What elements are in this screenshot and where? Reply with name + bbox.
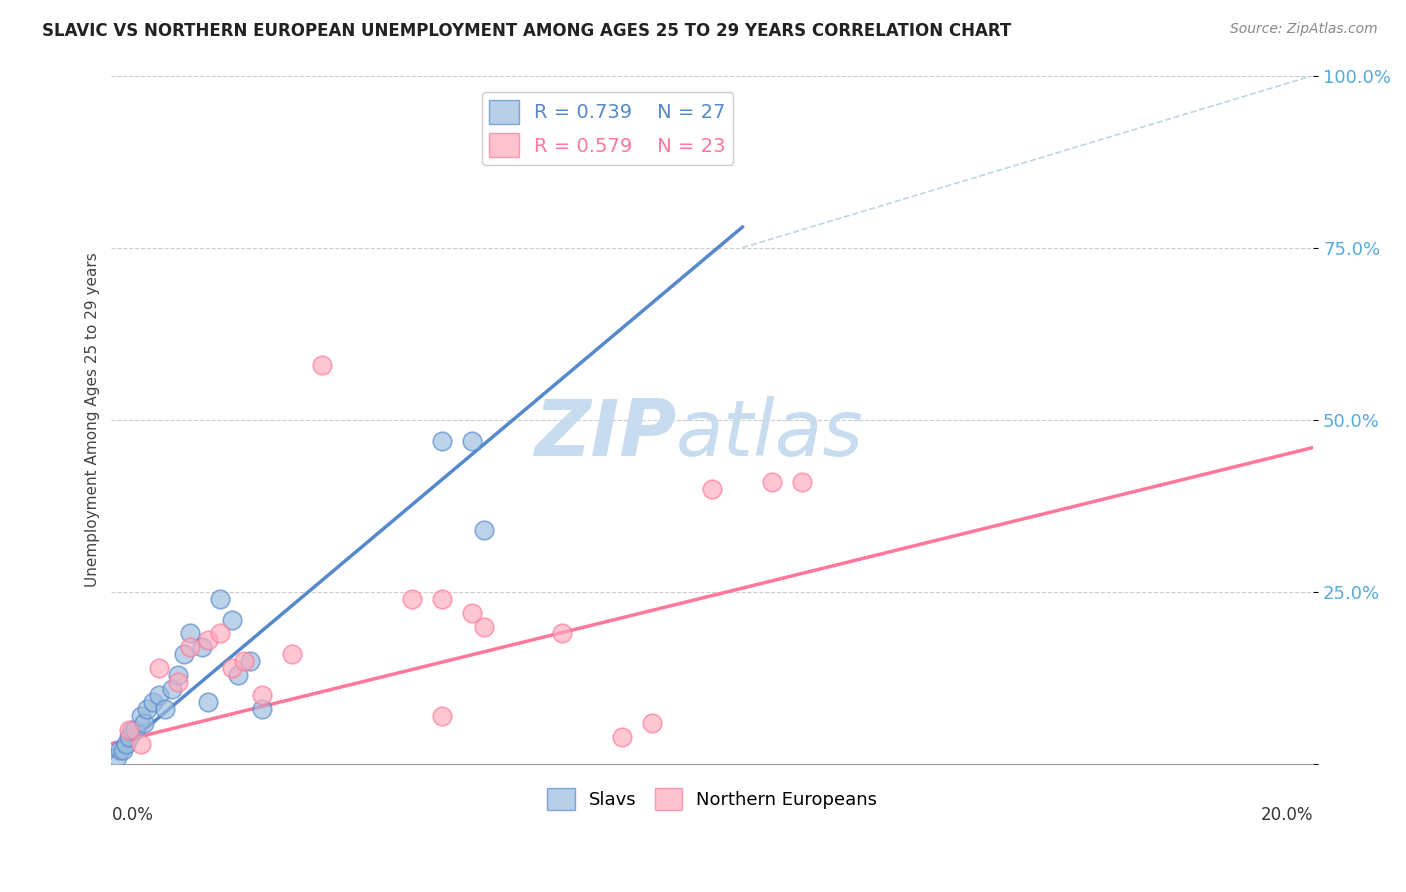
Point xyxy=(131,709,153,723)
Point xyxy=(430,591,453,606)
Point xyxy=(107,750,129,764)
Point xyxy=(226,667,249,681)
Point xyxy=(430,709,453,723)
Point xyxy=(197,633,219,648)
Point xyxy=(208,591,231,606)
Point xyxy=(148,661,170,675)
Point xyxy=(179,640,201,655)
Point xyxy=(121,723,143,737)
Text: 0.0%: 0.0% xyxy=(111,805,153,823)
Point xyxy=(134,715,156,730)
Point xyxy=(280,647,302,661)
Legend: Slavs, Northern Europeans: Slavs, Northern Europeans xyxy=(540,780,884,817)
Point xyxy=(166,667,188,681)
Point xyxy=(221,661,243,675)
Point xyxy=(136,702,159,716)
Point xyxy=(401,591,423,606)
Point xyxy=(232,654,254,668)
Text: atlas: atlas xyxy=(676,396,865,472)
Point xyxy=(179,626,201,640)
Point xyxy=(612,730,634,744)
Point xyxy=(124,723,146,737)
Point xyxy=(118,723,141,737)
Point xyxy=(221,613,243,627)
Text: ZIP: ZIP xyxy=(534,396,676,472)
Y-axis label: Unemployment Among Ages 25 to 29 years: Unemployment Among Ages 25 to 29 years xyxy=(86,252,100,587)
Point xyxy=(239,654,262,668)
Point xyxy=(112,743,135,757)
Point xyxy=(148,689,170,703)
Point xyxy=(472,619,495,633)
Point xyxy=(166,674,188,689)
Text: Source: ZipAtlas.com: Source: ZipAtlas.com xyxy=(1230,22,1378,37)
Point xyxy=(142,695,165,709)
Point xyxy=(173,647,195,661)
Point xyxy=(430,434,453,448)
Point xyxy=(197,695,219,709)
Point xyxy=(250,689,273,703)
Point xyxy=(118,730,141,744)
Point xyxy=(461,606,484,620)
Point xyxy=(551,626,574,640)
Text: 20.0%: 20.0% xyxy=(1261,805,1313,823)
Point xyxy=(190,640,212,655)
Point xyxy=(641,715,664,730)
Point xyxy=(115,737,138,751)
Point xyxy=(208,626,231,640)
Text: SLAVIC VS NORTHERN EUROPEAN UNEMPLOYMENT AMONG AGES 25 TO 29 YEARS CORRELATION C: SLAVIC VS NORTHERN EUROPEAN UNEMPLOYMENT… xyxy=(42,22,1011,40)
Point xyxy=(110,743,132,757)
Point xyxy=(311,358,333,372)
Point xyxy=(761,475,783,489)
Point xyxy=(461,434,484,448)
Point xyxy=(250,702,273,716)
Point xyxy=(702,482,724,496)
Point xyxy=(472,523,495,537)
Point xyxy=(131,737,153,751)
Point xyxy=(155,702,177,716)
Point xyxy=(160,681,183,696)
Point xyxy=(792,475,814,489)
